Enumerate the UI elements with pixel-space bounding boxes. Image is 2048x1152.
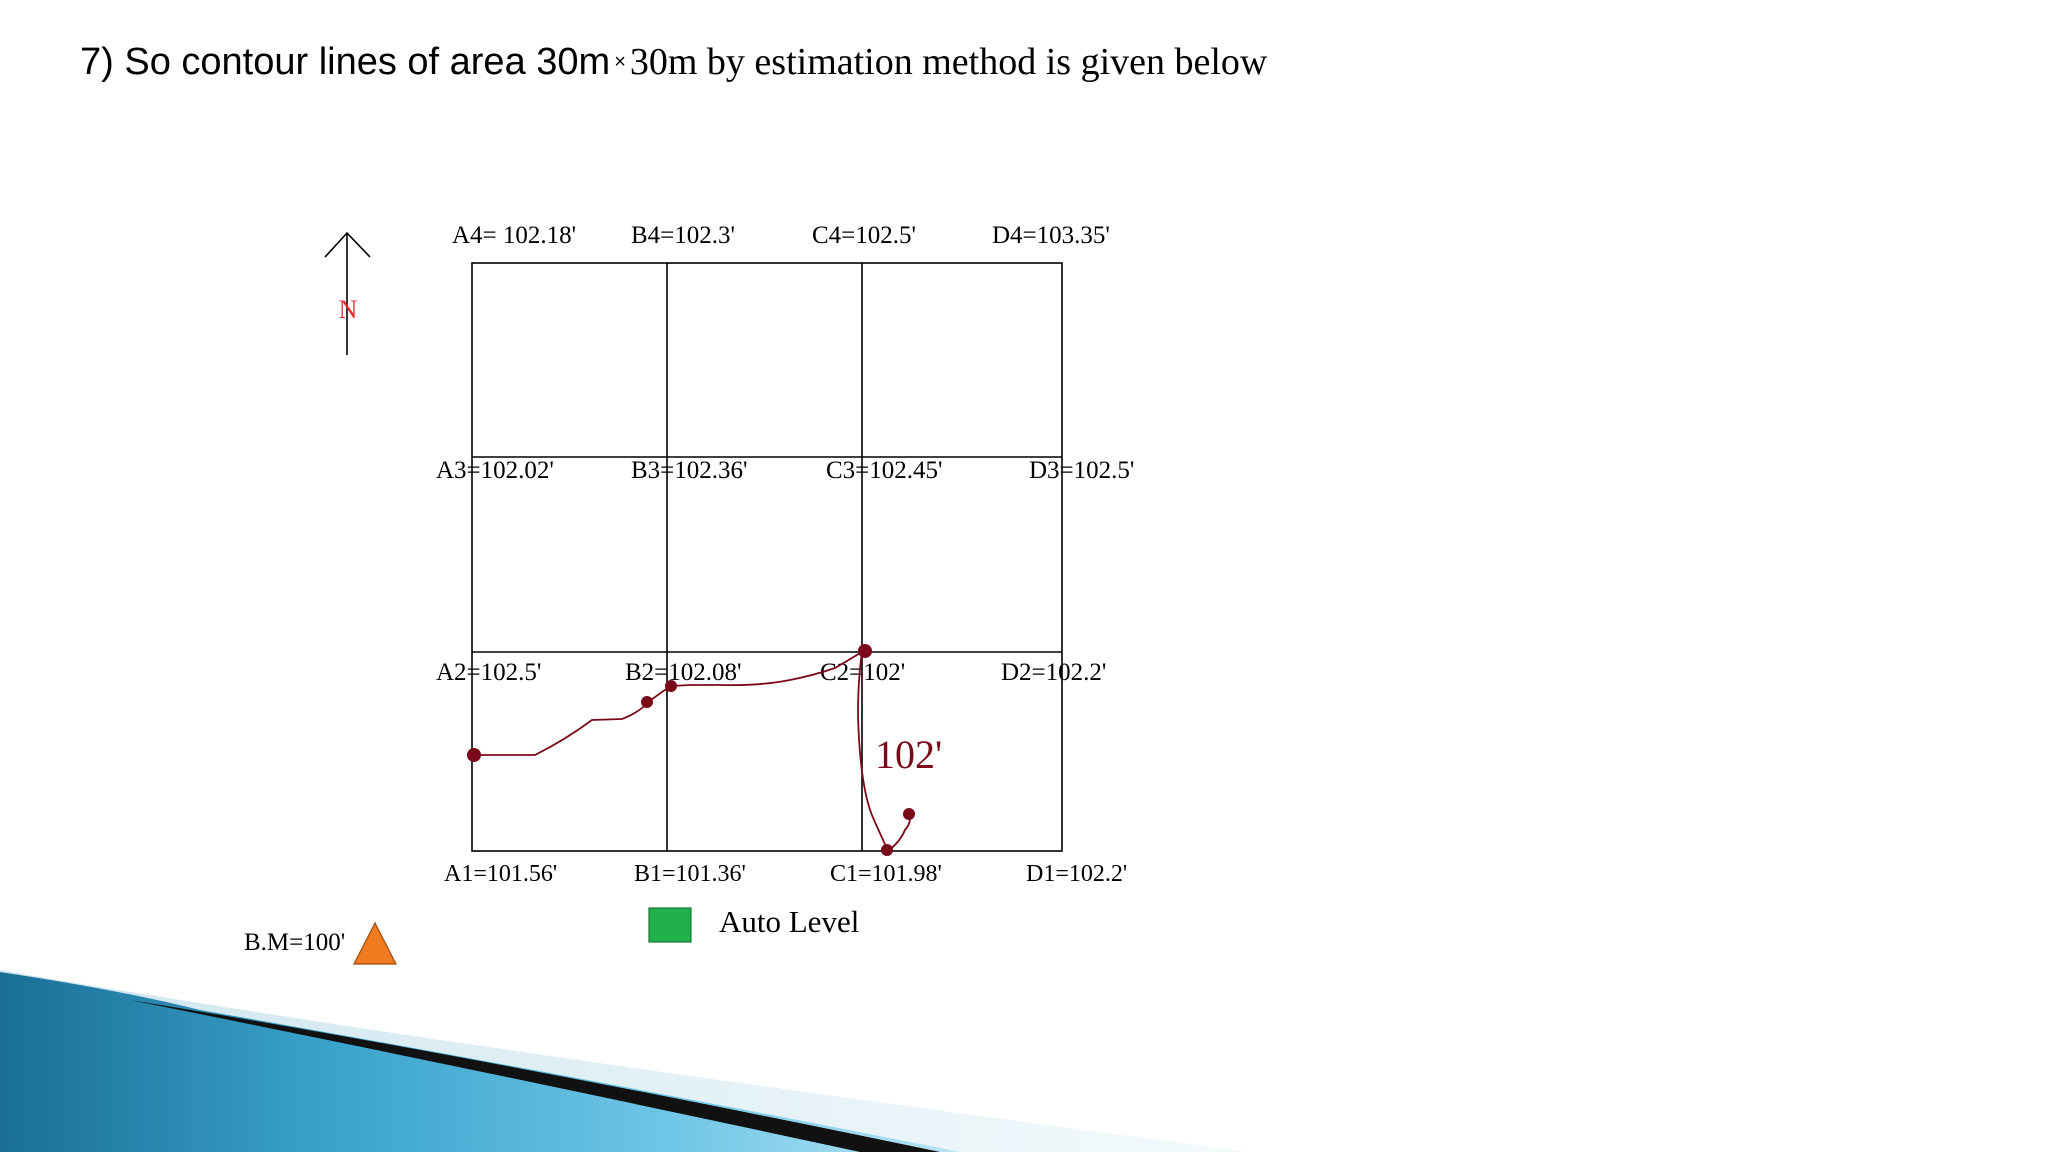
slide-title: 7) So contour lines of area 30m × 30m by e… [80,40,1267,84]
point-label-d2: D2=102.2' [1001,659,1106,686]
contour-value-label: 102' [875,732,942,777]
title-times-sign: × [614,51,626,73]
point-label-a4: A4= 102.18' [452,222,576,249]
point-label-c1: C1=101.98' [830,861,942,887]
point-label-a1: A1=101.56' [444,861,557,887]
point-label-b1: B1=101.36' [634,861,746,887]
title-part1: 7) So contour lines of area 30m [80,41,611,83]
north-label: N [339,295,358,324]
contour-points [467,644,915,856]
point-label-c4: C4=102.5' [812,222,916,249]
point-label-d4: D4=103.35' [992,222,1110,249]
north-arrow [324,231,371,355]
survey-grid [471,262,1063,852]
point-label-b3: B3=102.36' [631,457,748,484]
auto-level-legend-label: Auto Level [719,904,859,939]
benchmark-triangle-icon [353,921,397,965]
point-label-b2: B2=102.08' [625,659,742,686]
point-label-a3: A3=102.02' [436,457,554,484]
point-label-c2: C2=102' [820,659,905,686]
point-label-a2: A2=102.5' [436,659,541,686]
footer-swoosh [0,970,1250,1152]
benchmark-label: B.M=100' [244,929,345,956]
auto-level-legend-swatch [648,907,692,943]
point-label-c3: C3=102.45' [826,457,943,484]
point-label-d3: D3=102.5' [1029,457,1134,484]
point-label-b4: B4=102.3' [631,222,735,249]
point-label-d1: D1=102.2' [1026,861,1127,887]
title-part2: 30m by estimation method is given below [629,41,1268,83]
